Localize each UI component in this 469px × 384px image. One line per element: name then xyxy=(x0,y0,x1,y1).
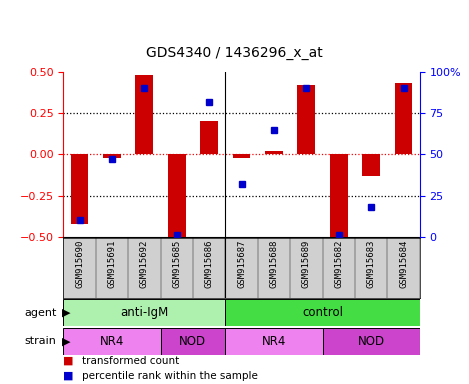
Bar xyxy=(394,83,412,154)
Text: anti-IgM: anti-IgM xyxy=(120,306,168,319)
Text: GDS4340 / 1436296_x_at: GDS4340 / 1436296_x_at xyxy=(146,46,323,60)
Bar xyxy=(160,328,225,355)
Text: GSM915684: GSM915684 xyxy=(399,240,408,288)
Bar xyxy=(323,328,420,355)
Text: GSM915683: GSM915683 xyxy=(367,240,376,288)
Bar xyxy=(136,75,153,154)
Text: NR4: NR4 xyxy=(100,335,124,348)
Text: GSM915686: GSM915686 xyxy=(204,240,214,288)
Text: ■: ■ xyxy=(63,356,74,366)
Text: NR4: NR4 xyxy=(262,335,286,348)
Bar xyxy=(265,151,283,154)
Text: GSM915687: GSM915687 xyxy=(237,240,246,288)
Text: NOD: NOD xyxy=(179,335,206,348)
Text: agent: agent xyxy=(24,308,56,318)
Text: GSM915682: GSM915682 xyxy=(334,240,343,288)
Bar xyxy=(103,154,121,158)
Bar xyxy=(200,121,218,154)
Bar xyxy=(63,299,225,326)
Text: control: control xyxy=(302,306,343,319)
Text: strain: strain xyxy=(24,336,56,346)
Text: GSM915685: GSM915685 xyxy=(172,240,181,288)
Bar xyxy=(168,154,186,237)
Text: percentile rank within the sample: percentile rank within the sample xyxy=(82,371,258,381)
Bar xyxy=(233,154,250,158)
Bar xyxy=(297,85,315,154)
Text: GSM915692: GSM915692 xyxy=(140,240,149,288)
Bar xyxy=(362,154,380,176)
Text: ■: ■ xyxy=(63,371,74,381)
Text: transformed count: transformed count xyxy=(82,356,179,366)
Bar xyxy=(63,328,160,355)
Text: GSM915688: GSM915688 xyxy=(269,240,279,288)
Bar xyxy=(71,154,89,224)
Bar xyxy=(330,154,348,237)
Bar xyxy=(225,328,323,355)
Text: ▶: ▶ xyxy=(62,336,70,346)
Text: GSM915691: GSM915691 xyxy=(107,240,116,288)
Text: GSM915689: GSM915689 xyxy=(302,240,311,288)
Text: GSM915690: GSM915690 xyxy=(75,240,84,288)
Bar xyxy=(225,299,420,326)
Text: ▶: ▶ xyxy=(62,308,70,318)
Text: NOD: NOD xyxy=(357,335,385,348)
